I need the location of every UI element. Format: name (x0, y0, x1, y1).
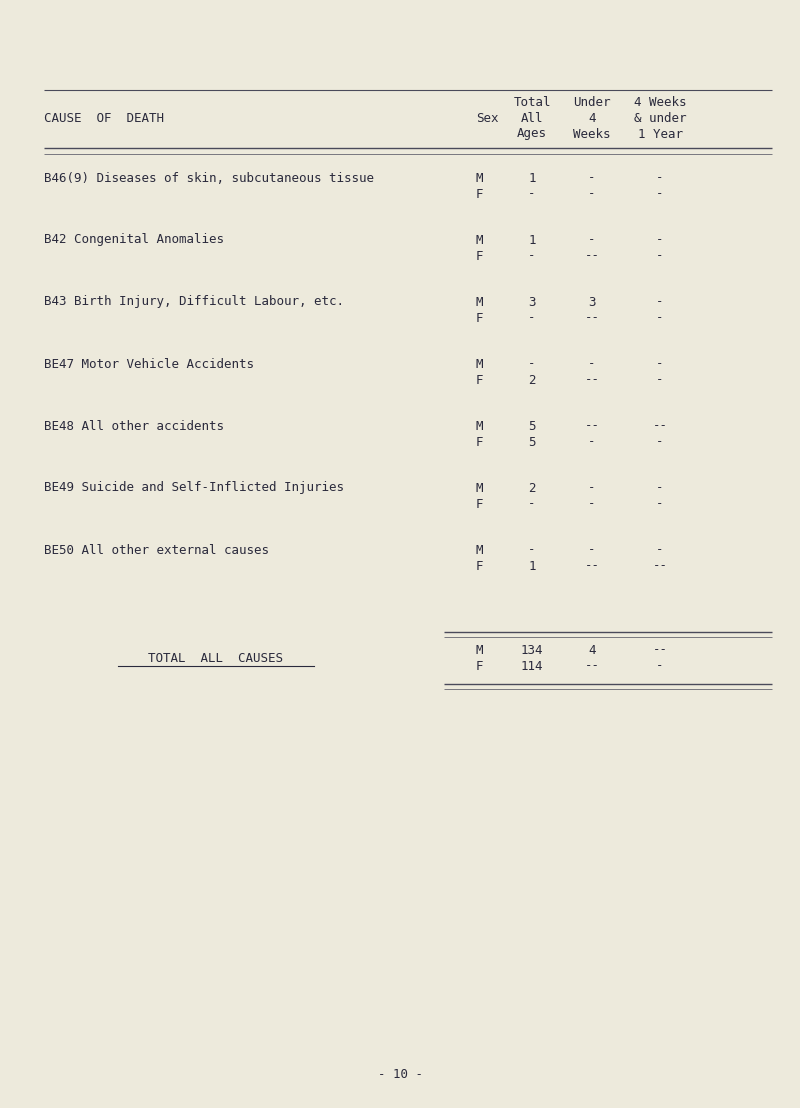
Text: 1: 1 (528, 560, 536, 573)
Text: -: - (656, 659, 664, 673)
Text: 3: 3 (588, 296, 596, 308)
Text: M: M (476, 644, 483, 657)
Text: F: F (476, 187, 483, 201)
Text: -: - (656, 187, 664, 201)
Text: 134: 134 (521, 644, 543, 657)
Text: 1 Year: 1 Year (638, 127, 682, 141)
Text: --: -- (585, 249, 599, 263)
Text: & under: & under (634, 112, 686, 124)
Text: F: F (476, 435, 483, 449)
Text: BE50 All other external causes: BE50 All other external causes (44, 544, 269, 556)
Text: - 10 -: - 10 - (378, 1068, 422, 1081)
Text: -: - (588, 172, 596, 185)
Text: -: - (528, 497, 536, 511)
Text: Sex: Sex (476, 112, 498, 124)
Text: F: F (476, 249, 483, 263)
Text: -: - (656, 296, 664, 308)
Text: --: -- (585, 659, 599, 673)
Text: -: - (656, 482, 664, 494)
Text: M: M (476, 420, 483, 432)
Text: F: F (476, 497, 483, 511)
Text: 2: 2 (528, 482, 536, 494)
Text: -: - (528, 311, 536, 325)
Text: 4 Weeks: 4 Weeks (634, 95, 686, 109)
Text: B42 Congenital Anomalies: B42 Congenital Anomalies (44, 234, 224, 246)
Text: -: - (528, 249, 536, 263)
Text: -: - (656, 544, 664, 556)
Text: -: - (656, 172, 664, 185)
Text: 5: 5 (528, 420, 536, 432)
Text: B43 Birth Injury, Difficult Labour, etc.: B43 Birth Injury, Difficult Labour, etc. (44, 296, 344, 308)
Text: 1: 1 (528, 234, 536, 246)
Text: -: - (588, 358, 596, 370)
Text: 4: 4 (588, 112, 596, 124)
Text: -: - (656, 234, 664, 246)
Text: -: - (588, 234, 596, 246)
Text: F: F (476, 560, 483, 573)
Text: --: -- (585, 311, 599, 325)
Text: F: F (476, 373, 483, 387)
Text: --: -- (653, 644, 667, 657)
Text: -: - (588, 497, 596, 511)
Text: -: - (656, 311, 664, 325)
Text: -: - (528, 544, 536, 556)
Text: Ages: Ages (517, 127, 547, 141)
Text: F: F (476, 311, 483, 325)
Text: 4: 4 (588, 644, 596, 657)
Text: B46(9) Diseases of skin, subcutaneous tissue: B46(9) Diseases of skin, subcutaneous ti… (44, 172, 374, 185)
Text: -: - (588, 544, 596, 556)
Text: TOTAL  ALL  CAUSES: TOTAL ALL CAUSES (149, 652, 283, 665)
Text: BE49 Suicide and Self-Inflicted Injuries: BE49 Suicide and Self-Inflicted Injuries (44, 482, 344, 494)
Text: 5: 5 (528, 435, 536, 449)
Text: 1: 1 (528, 172, 536, 185)
Text: --: -- (585, 420, 599, 432)
Text: -: - (656, 373, 664, 387)
Text: BE47 Motor Vehicle Accidents: BE47 Motor Vehicle Accidents (44, 358, 254, 370)
Text: M: M (476, 358, 483, 370)
Text: M: M (476, 544, 483, 556)
Text: M: M (476, 296, 483, 308)
Text: -: - (588, 482, 596, 494)
Text: 3: 3 (528, 296, 536, 308)
Text: -: - (528, 358, 536, 370)
Text: BE48 All other accidents: BE48 All other accidents (44, 420, 224, 432)
Text: -: - (588, 187, 596, 201)
Text: --: -- (653, 420, 667, 432)
Text: -: - (588, 435, 596, 449)
Text: F: F (476, 659, 483, 673)
Text: M: M (476, 172, 483, 185)
Text: --: -- (585, 560, 599, 573)
Text: Total: Total (514, 95, 550, 109)
Text: -: - (528, 187, 536, 201)
Text: -: - (656, 497, 664, 511)
Text: 114: 114 (521, 659, 543, 673)
Text: -: - (656, 358, 664, 370)
Text: CAUSE  OF  DEATH: CAUSE OF DEATH (44, 112, 164, 124)
Text: --: -- (585, 373, 599, 387)
Text: --: -- (653, 560, 667, 573)
Text: M: M (476, 482, 483, 494)
Text: -: - (656, 435, 664, 449)
Text: 2: 2 (528, 373, 536, 387)
Text: All: All (521, 112, 543, 124)
Text: M: M (476, 234, 483, 246)
Text: Under: Under (574, 95, 610, 109)
Text: Weeks: Weeks (574, 127, 610, 141)
Text: -: - (656, 249, 664, 263)
